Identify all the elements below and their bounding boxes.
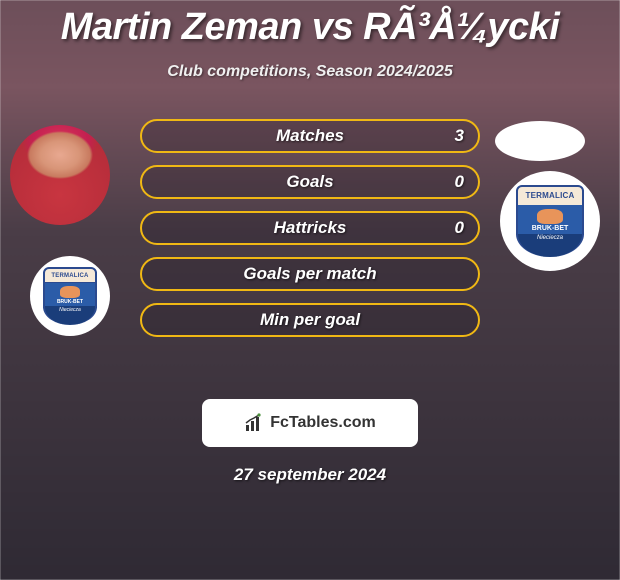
shield-top-text: TERMALICA [43, 267, 97, 284]
stat-row-goals: Goals 0 [140, 165, 480, 199]
player-right-avatar-placeholder [495, 121, 585, 161]
content-wrapper: Martin Zeman vs RÃ³Å¼ycki Club competiti… [0, 0, 620, 580]
player-left-avatar [10, 125, 110, 225]
page-title: Martin Zeman vs RÃ³Å¼ycki [0, 6, 620, 49]
shield-icon: TERMALICA BRUK-BET Nieciecza [43, 267, 97, 325]
shield-mid-text: BRUK-BET [532, 225, 569, 232]
mammoth-icon [60, 286, 80, 298]
shield-icon: TERMALICA BRUK-BET Nieciecza [516, 185, 584, 257]
stat-row-goals-per-match: Goals per match [140, 257, 480, 291]
shield-top-text: TERMALICA [516, 185, 584, 207]
stat-row-matches: Matches 3 [140, 119, 480, 153]
stat-label: Goals per match [243, 264, 376, 284]
page-subtitle: Club competitions, Season 2024/2025 [0, 63, 620, 81]
stat-label: Hattricks [274, 218, 347, 238]
bar-chart-icon [244, 413, 266, 433]
footer-brand-box: FcTables.com [202, 399, 418, 447]
date-text: 27 september 2024 [0, 465, 620, 485]
stat-row-hattricks: Hattricks 0 [140, 211, 480, 245]
stat-label: Matches [276, 126, 344, 146]
stat-label: Goals [286, 172, 333, 192]
shield-bottom-text: Nieciecza [43, 306, 97, 324]
stat-value-right: 0 [455, 218, 464, 238]
shield-mid: BRUK-BET [43, 283, 97, 307]
shield-mid: BRUK-BET [516, 205, 584, 235]
footer-brand-text: FcTables.com [270, 414, 376, 432]
stat-value-right: 0 [455, 172, 464, 192]
club-badge-right: TERMALICA BRUK-BET Nieciecza [500, 171, 600, 271]
stat-rows: Matches 3 Goals 0 Hattricks 0 Goals per … [140, 119, 480, 349]
stat-value-right: 3 [455, 126, 464, 146]
stat-row-min-per-goal: Min per goal [140, 303, 480, 337]
mammoth-icon [537, 209, 563, 224]
club-badge-left: TERMALICA BRUK-BET Nieciecza [30, 256, 110, 336]
shield-mid-text: BRUK-BET [57, 299, 83, 305]
stat-label: Min per goal [260, 310, 360, 330]
shield-bottom-text: Nieciecza [516, 234, 584, 257]
stats-area: TERMALICA BRUK-BET Nieciecza TERMALICA B… [0, 121, 620, 381]
